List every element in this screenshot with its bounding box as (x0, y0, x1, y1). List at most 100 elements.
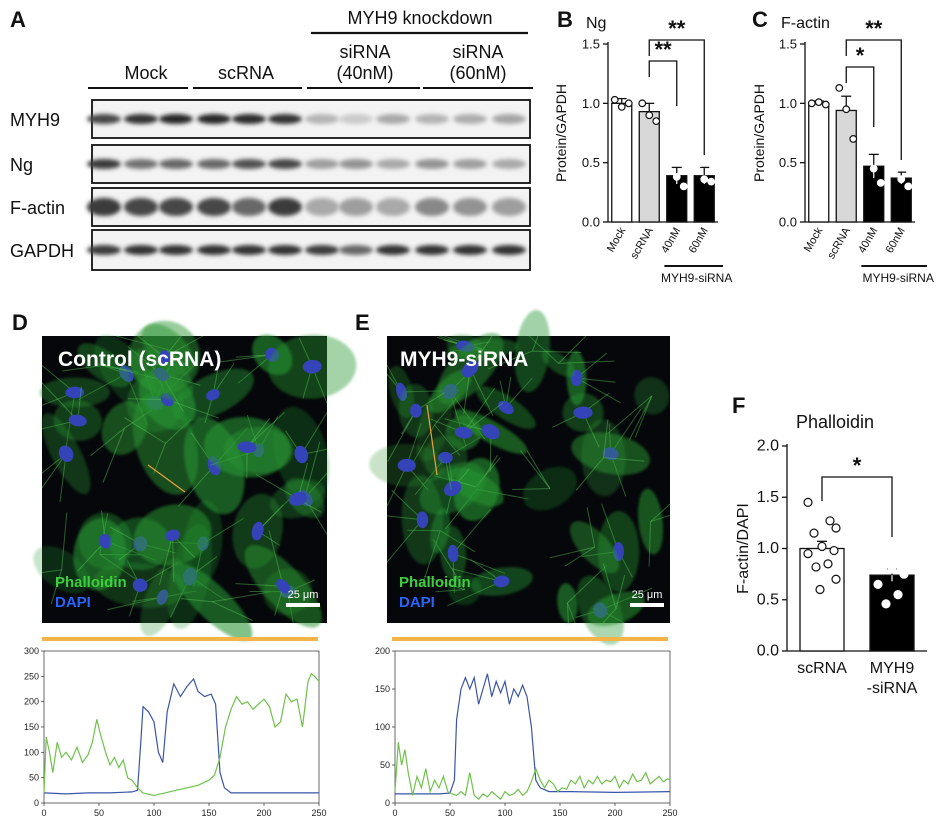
actin-fiber (212, 591, 271, 603)
blot-band (159, 114, 193, 124)
blot-row-label: MYH9 (10, 110, 60, 130)
actin-fiber (41, 382, 79, 421)
nucleus (573, 406, 593, 419)
data-point (679, 182, 688, 191)
blot-band (492, 245, 526, 255)
actin-fiber (61, 512, 68, 570)
data-point (700, 175, 709, 184)
actin-fiber (463, 402, 504, 434)
micrograph-title: Control (scRNA) (58, 348, 221, 371)
blot-band (197, 114, 231, 124)
chart-title: Phalloidin (796, 412, 874, 432)
line-scan-marker (426, 404, 438, 476)
panel-label-b: B (557, 7, 573, 32)
blot-band (124, 159, 158, 169)
x-tick-label: 250 (311, 808, 326, 818)
y-tick-label: 100 (375, 722, 390, 732)
nucleus (302, 359, 322, 374)
scale-bar-label: 25 μm (288, 589, 319, 601)
blot-band (376, 245, 410, 255)
actin-fiber (41, 569, 62, 574)
bar (799, 547, 845, 652)
group-label-scrna: scRNA (218, 63, 274, 83)
x-tick-label: 150 (552, 808, 567, 818)
data-point (873, 545, 883, 556)
blot-band (232, 198, 266, 216)
data-point (876, 178, 885, 187)
data-point (707, 177, 716, 186)
actin-fiber (615, 575, 626, 609)
data-point (862, 146, 871, 155)
actin-fiber (634, 395, 653, 438)
data-point (652, 117, 661, 126)
actin-fiber (451, 568, 502, 582)
nucleus (294, 445, 309, 464)
bar (638, 110, 660, 223)
y-tick-label: 150 (375, 684, 390, 694)
significance-label: ** (865, 16, 883, 41)
panel-label-c: C (752, 7, 768, 32)
actin-fiber (172, 535, 175, 583)
blot-band (159, 245, 193, 255)
actin-fiber (576, 377, 621, 404)
nucleus (289, 491, 307, 506)
nucleus (65, 386, 85, 399)
knockdown-header: MYH9 knockdown (347, 8, 492, 28)
blot-band (492, 198, 526, 216)
blot-band (268, 159, 302, 169)
phalloidin-profile-line (43, 672, 320, 797)
legend-dapi: DAPI (55, 594, 91, 611)
blot-row-label: F-actin (10, 198, 65, 218)
blot-band (453, 159, 487, 169)
blot-band (268, 245, 302, 255)
panel-label-a: A (10, 7, 26, 32)
actin-fiber (102, 427, 125, 483)
blot-band (492, 114, 526, 124)
cell-actin (587, 591, 645, 627)
micrograph-control: Control (scRNA) Phalloidin DAPI 25 μm (33, 320, 357, 641)
actin-fiber (576, 377, 616, 383)
blot-band (232, 114, 266, 124)
data-point (815, 584, 825, 595)
nucleus (98, 533, 112, 549)
chart-f-actin: F-actin Protein/GAPDH 0.0 0.5 1.0 1.5 Mock scRN… (751, 15, 934, 285)
micrograph-title: MYH9-siRNA (400, 348, 528, 371)
actin-fiber (567, 565, 608, 604)
blot-band (376, 114, 410, 124)
x-tick-label: 60nM (687, 226, 711, 256)
actin-fiber (246, 411, 285, 448)
actin-fiber (181, 598, 213, 603)
nucleus (276, 578, 291, 594)
blot-row-label: GAPDH (10, 241, 74, 261)
data-point (879, 559, 889, 569)
blot-band (339, 245, 373, 255)
actin-fiber (386, 465, 408, 507)
cell-actin (634, 377, 670, 415)
data-point (610, 95, 619, 104)
x-tick-label: -siRNA (867, 680, 918, 697)
actin-fiber (519, 450, 551, 489)
x-tick-label: scRNA (825, 225, 853, 261)
blot-band (305, 198, 339, 216)
data-point (897, 175, 906, 184)
actin-fiber (512, 488, 550, 490)
cell-actin (33, 546, 90, 594)
blot-band (453, 114, 487, 124)
legend-phalloidin: Phalloidin (399, 574, 471, 591)
y-tick-label: 1.5 (779, 37, 797, 52)
x-tick-label: Mock (802, 225, 826, 254)
actin-fiber (566, 603, 569, 624)
actin-fiber (531, 335, 539, 352)
actin-fiber (127, 398, 168, 401)
significance-label: ** (668, 16, 686, 41)
nucleus (443, 480, 462, 497)
scale-bar-label: 25 μm (632, 589, 663, 601)
data-point (901, 556, 911, 566)
group-label-sirna-60: siRNA (60nM) (449, 42, 506, 83)
blot-band (124, 198, 158, 216)
cell-actin (77, 343, 131, 388)
y-axis-label: F-actin/DAPI (735, 503, 752, 594)
x-tick-label: 0 (392, 808, 397, 818)
y-tick-label: 2.0 (757, 438, 779, 455)
